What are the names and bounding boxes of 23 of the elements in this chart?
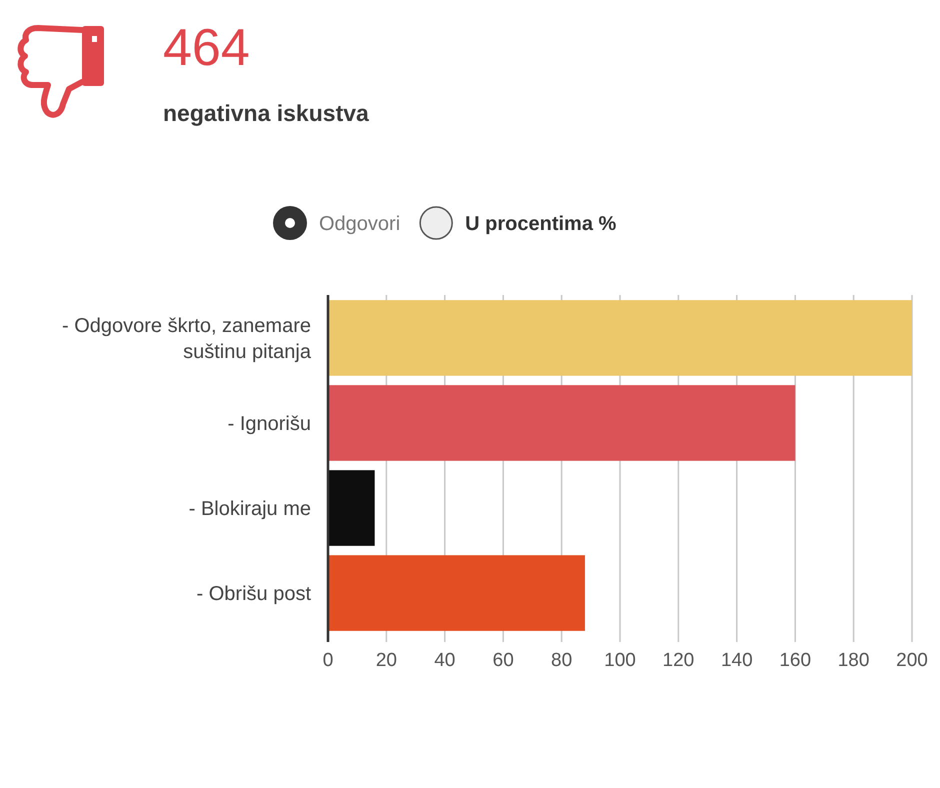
x-tick-label: 0 <box>322 650 334 671</box>
bar <box>328 385 796 461</box>
x-tick-label: 80 <box>551 650 572 671</box>
x-tick-label: 100 <box>604 650 636 671</box>
text: Odgovori <box>319 213 400 235</box>
x-tick-label: 40 <box>434 650 456 671</box>
y-tick-label: - Obrišu post <box>196 583 312 606</box>
bar <box>328 300 912 376</box>
x-tick-label: 180 <box>838 650 870 671</box>
bar <box>328 470 375 546</box>
x-tick-label: 120 <box>662 650 694 671</box>
bar <box>328 555 585 631</box>
x-tick-label: 200 <box>896 650 928 671</box>
chart-subtitle: negativna iskustva <box>163 100 370 126</box>
x-tick-label: 60 <box>492 650 514 671</box>
x-tick-label: 140 <box>720 650 753 671</box>
y-tick-label: - Odgovore škrto, zanemare suštinu pitanja <box>62 314 312 363</box>
y-tick-label: - Blokiraju me <box>188 498 311 520</box>
x-tick-label: 20 <box>376 650 397 671</box>
x-tick-label: 160 <box>779 650 812 671</box>
text: U procentima % <box>465 213 617 235</box>
chart-title: 464 <box>163 19 250 77</box>
y-tick-label: - Ignorišu <box>228 412 311 435</box>
